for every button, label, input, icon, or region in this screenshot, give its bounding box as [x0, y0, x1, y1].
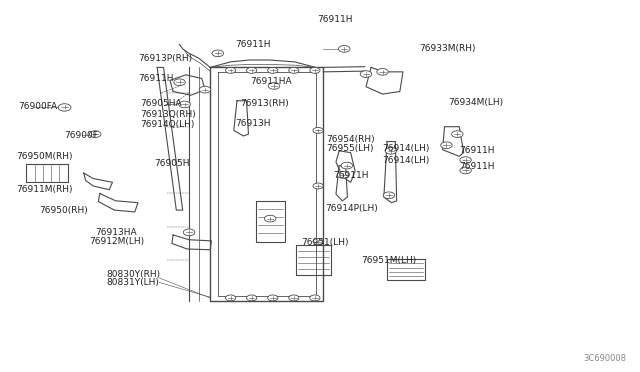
- Circle shape: [460, 167, 471, 174]
- Circle shape: [460, 157, 471, 163]
- Circle shape: [199, 86, 211, 93]
- Text: 76913HA: 76913HA: [95, 228, 137, 237]
- Circle shape: [268, 67, 278, 73]
- Circle shape: [313, 128, 323, 134]
- Circle shape: [268, 295, 278, 301]
- Text: 76913P(RH): 76913P(RH): [138, 54, 192, 62]
- Circle shape: [337, 171, 349, 178]
- Text: 76900F: 76900F: [65, 131, 99, 141]
- Text: 76905HA: 76905HA: [140, 99, 182, 108]
- Circle shape: [173, 79, 185, 86]
- Text: 76933M(RH): 76933M(RH): [419, 44, 476, 53]
- Text: 76914Q(LH): 76914Q(LH): [140, 120, 195, 129]
- Circle shape: [264, 215, 276, 222]
- Text: 3C690008: 3C690008: [584, 354, 627, 363]
- Text: 76912M(LH): 76912M(LH): [89, 237, 144, 246]
- Text: 76911H: 76911H: [138, 74, 173, 83]
- Circle shape: [377, 68, 388, 75]
- Circle shape: [268, 83, 280, 89]
- Circle shape: [339, 45, 350, 52]
- Text: 76955(LH): 76955(LH): [326, 144, 374, 153]
- Text: 80831Y(LH): 80831Y(LH): [106, 278, 159, 287]
- Text: 76950(RH): 76950(RH): [39, 206, 88, 215]
- Circle shape: [452, 131, 463, 137]
- Circle shape: [310, 67, 320, 73]
- Circle shape: [289, 295, 299, 301]
- Text: 76914P(LH): 76914P(LH): [325, 205, 378, 214]
- Text: 76911H: 76911H: [460, 146, 495, 155]
- Circle shape: [313, 238, 323, 244]
- Text: 76911M(RH): 76911M(RH): [17, 185, 73, 194]
- Circle shape: [246, 295, 257, 301]
- Text: 76913Q(RH): 76913Q(RH): [140, 110, 196, 119]
- Circle shape: [183, 229, 195, 235]
- Circle shape: [225, 295, 236, 301]
- Text: 76954(RH): 76954(RH): [326, 135, 375, 144]
- Circle shape: [212, 50, 223, 57]
- Text: 76911HA: 76911HA: [250, 77, 291, 86]
- Circle shape: [225, 67, 236, 73]
- Text: 76911H: 76911H: [236, 40, 271, 49]
- Circle shape: [310, 295, 320, 301]
- Text: 80830Y(RH): 80830Y(RH): [106, 270, 160, 279]
- Circle shape: [289, 67, 299, 73]
- Text: 76951M(LH): 76951M(LH): [362, 256, 417, 264]
- Circle shape: [313, 183, 323, 189]
- Text: 76905H: 76905H: [154, 159, 189, 168]
- Circle shape: [341, 162, 353, 169]
- Text: 76913H: 76913H: [236, 119, 271, 128]
- Text: 76911H: 76911H: [460, 162, 495, 171]
- Circle shape: [58, 104, 71, 111]
- Circle shape: [385, 147, 397, 154]
- Text: 76911H: 76911H: [317, 15, 352, 24]
- Text: 76913(RH): 76913(RH): [240, 99, 289, 108]
- Text: 76934M(LH): 76934M(LH): [448, 98, 503, 107]
- Circle shape: [360, 71, 372, 77]
- Circle shape: [441, 142, 452, 148]
- Text: 76951(LH): 76951(LH): [301, 238, 348, 247]
- Circle shape: [90, 131, 101, 137]
- Text: 76914(LH): 76914(LH): [383, 155, 430, 164]
- Text: 76900FA: 76900FA: [19, 102, 58, 111]
- Text: 76950M(RH): 76950M(RH): [17, 152, 73, 161]
- Text: 76911H: 76911H: [333, 171, 368, 180]
- Circle shape: [246, 67, 257, 73]
- Circle shape: [179, 101, 190, 108]
- Text: 76914(LH): 76914(LH): [383, 144, 430, 153]
- Circle shape: [383, 192, 395, 199]
